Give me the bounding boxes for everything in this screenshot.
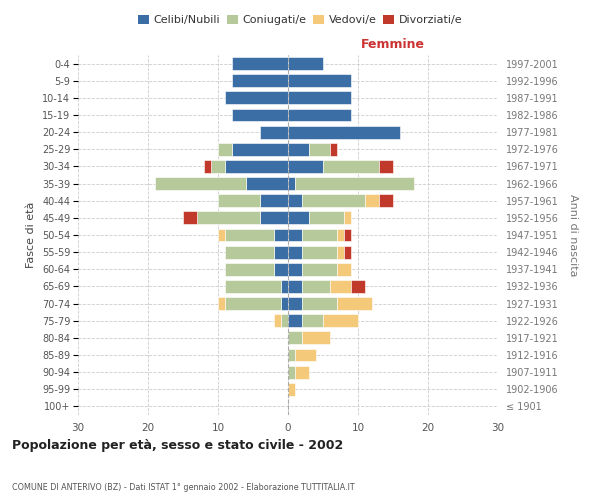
Bar: [365, 194, 379, 207]
Bar: [260, 194, 288, 207]
Bar: [288, 332, 302, 344]
Bar: [218, 297, 225, 310]
Bar: [302, 332, 330, 344]
Bar: [323, 314, 358, 327]
Bar: [218, 228, 225, 241]
Bar: [302, 194, 365, 207]
Bar: [309, 143, 330, 156]
Bar: [232, 74, 288, 87]
Bar: [344, 246, 351, 258]
Bar: [379, 194, 393, 207]
Bar: [197, 212, 260, 224]
Bar: [274, 314, 281, 327]
Bar: [155, 177, 246, 190]
Bar: [274, 228, 288, 241]
Bar: [288, 314, 302, 327]
Bar: [281, 314, 288, 327]
Bar: [337, 246, 344, 258]
Bar: [302, 263, 337, 276]
Text: Popolazione per età, sesso e stato civile - 2002: Popolazione per età, sesso e stato civil…: [12, 440, 343, 452]
Bar: [295, 366, 309, 378]
Bar: [288, 366, 295, 378]
Bar: [288, 228, 302, 241]
Bar: [288, 177, 295, 190]
Y-axis label: Fasce di età: Fasce di età: [26, 202, 37, 268]
Text: COMUNE DI ANTERIVO (BZ) - Dati ISTAT 1° gennaio 2002 - Elaborazione TUTTITALIA.I: COMUNE DI ANTERIVO (BZ) - Dati ISTAT 1° …: [12, 484, 355, 492]
Bar: [344, 228, 351, 241]
Bar: [288, 74, 351, 87]
Bar: [337, 297, 372, 310]
Bar: [295, 177, 414, 190]
Bar: [302, 297, 337, 310]
Bar: [288, 263, 302, 276]
Bar: [225, 297, 281, 310]
Bar: [288, 108, 351, 122]
Bar: [225, 92, 288, 104]
Bar: [288, 143, 309, 156]
Bar: [337, 263, 351, 276]
Bar: [232, 57, 288, 70]
Bar: [225, 280, 281, 293]
Bar: [281, 280, 288, 293]
Bar: [218, 194, 260, 207]
Bar: [232, 108, 288, 122]
Bar: [302, 280, 330, 293]
Bar: [344, 212, 351, 224]
Bar: [351, 280, 365, 293]
Bar: [288, 297, 302, 310]
Bar: [232, 143, 288, 156]
Bar: [225, 263, 274, 276]
Bar: [225, 228, 274, 241]
Bar: [183, 212, 197, 224]
Bar: [281, 297, 288, 310]
Bar: [288, 126, 400, 138]
Bar: [295, 348, 316, 362]
Bar: [302, 246, 337, 258]
Bar: [288, 348, 295, 362]
Bar: [288, 194, 302, 207]
Bar: [330, 280, 351, 293]
Bar: [274, 246, 288, 258]
Bar: [330, 143, 337, 156]
Bar: [288, 57, 323, 70]
Bar: [302, 314, 323, 327]
Bar: [288, 160, 323, 173]
Bar: [204, 160, 211, 173]
Bar: [309, 212, 344, 224]
Bar: [218, 143, 232, 156]
Text: Femmine: Femmine: [361, 38, 425, 52]
Bar: [225, 246, 274, 258]
Bar: [288, 383, 295, 396]
Bar: [288, 280, 302, 293]
Bar: [288, 92, 351, 104]
Bar: [323, 160, 379, 173]
Bar: [288, 246, 302, 258]
Bar: [246, 177, 288, 190]
Bar: [225, 160, 288, 173]
Bar: [260, 126, 288, 138]
Bar: [274, 263, 288, 276]
Bar: [211, 160, 225, 173]
Bar: [302, 228, 337, 241]
Bar: [260, 212, 288, 224]
Bar: [288, 212, 309, 224]
Legend: Celibi/Nubili, Coniugati/e, Vedovi/e, Divorziati/e: Celibi/Nubili, Coniugati/e, Vedovi/e, Di…: [133, 10, 467, 30]
Bar: [337, 228, 344, 241]
Bar: [379, 160, 393, 173]
Y-axis label: Anni di nascita: Anni di nascita: [568, 194, 578, 276]
